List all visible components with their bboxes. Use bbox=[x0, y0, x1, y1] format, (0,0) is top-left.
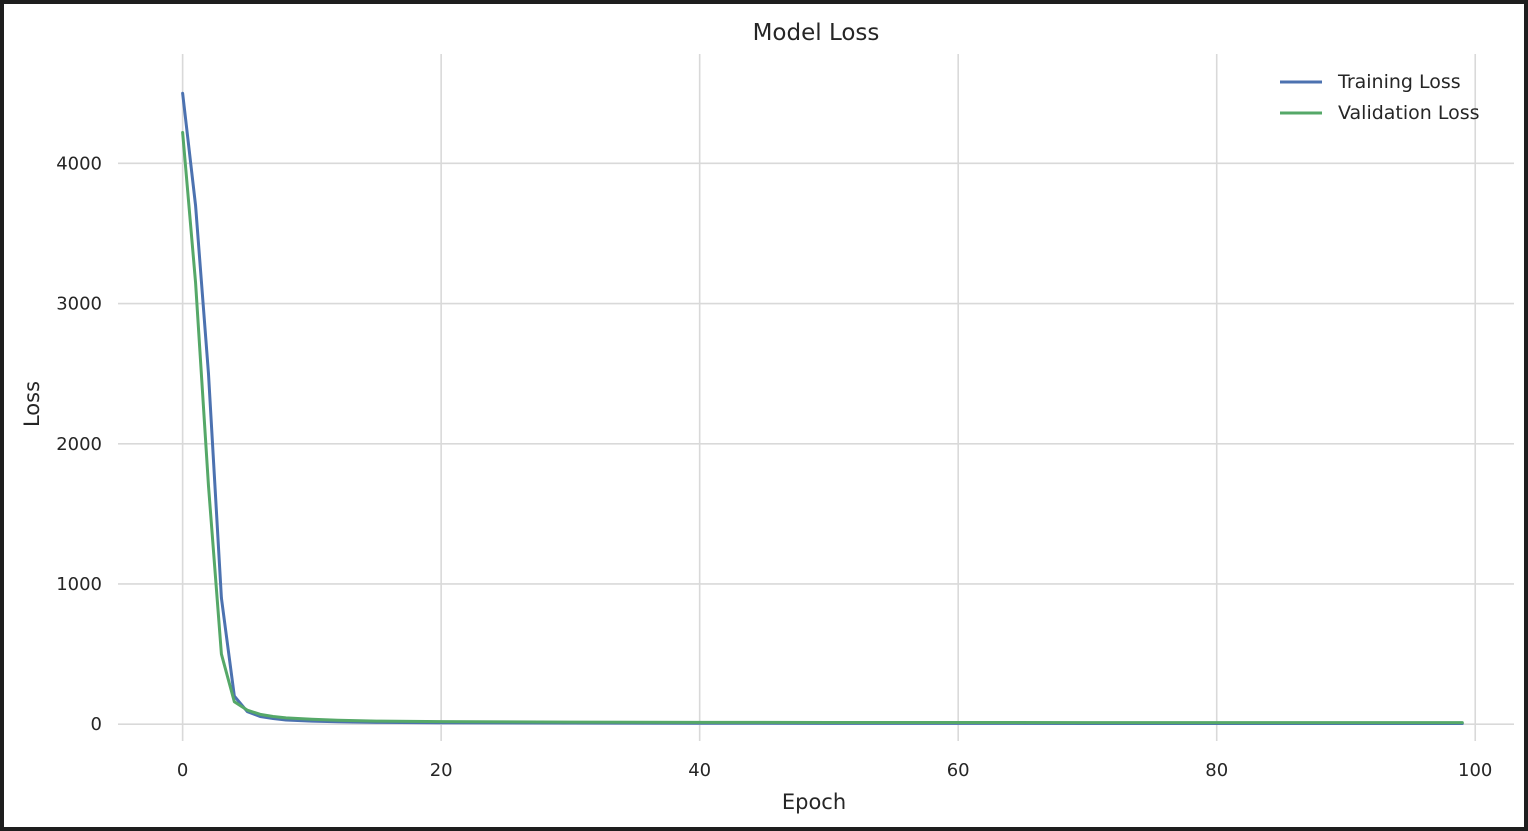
chart-frame: 0 20 40 60 80 100 0 1000 2000 3000 4000 Model Loss… bbox=[4, 4, 1524, 827]
grid bbox=[118, 54, 1514, 741]
series-line-training-loss bbox=[181, 91, 1464, 725]
legend-label-training: Training Loss bbox=[1337, 71, 1461, 93]
x-tick-label: 40 bbox=[688, 760, 711, 781]
x-tick-label: 0 bbox=[177, 760, 188, 781]
y-tick-label: 1000 bbox=[56, 574, 102, 595]
chart-title: Model Loss bbox=[753, 20, 880, 46]
y-tick-label: 2000 bbox=[56, 434, 102, 455]
x-axis-label: Epoch bbox=[782, 790, 846, 814]
y-axis-label: Loss bbox=[20, 381, 44, 427]
y-tick-label: 4000 bbox=[56, 153, 102, 174]
legend: Training Loss Validation Loss bbox=[1280, 71, 1480, 124]
y-tick-label: 0 bbox=[91, 714, 102, 735]
y-tick-label: 3000 bbox=[56, 294, 102, 315]
legend-label-validation: Validation Loss bbox=[1338, 102, 1480, 124]
series-lines bbox=[181, 91, 1464, 725]
x-tick-label: 20 bbox=[430, 760, 453, 781]
x-tick-label: 80 bbox=[1205, 760, 1228, 781]
x-tick-label: 60 bbox=[947, 760, 970, 781]
series-line-validation-loss bbox=[181, 131, 1464, 725]
x-tick-label: 100 bbox=[1458, 760, 1492, 781]
